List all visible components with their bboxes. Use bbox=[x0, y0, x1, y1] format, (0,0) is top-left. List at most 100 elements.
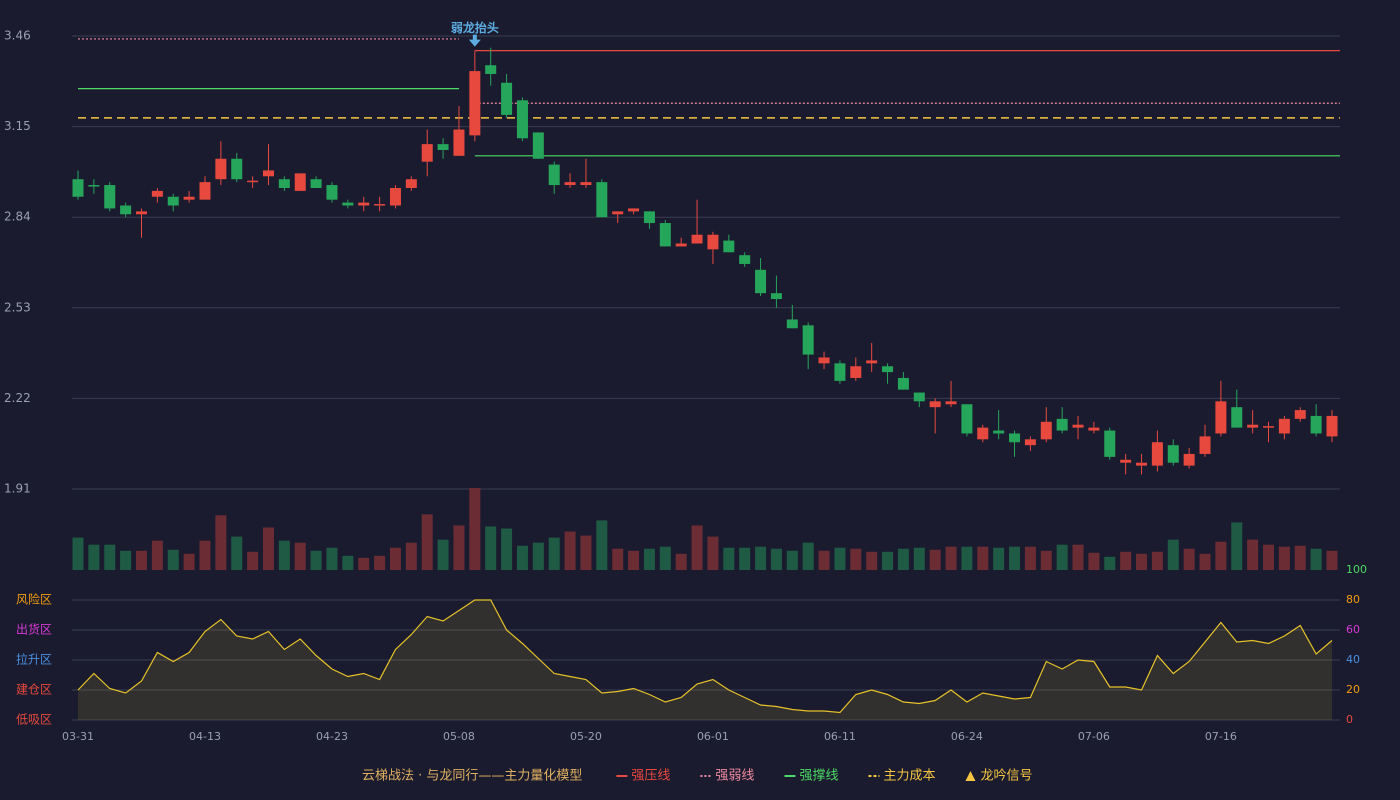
volume-bar bbox=[262, 527, 274, 570]
y2-tick-label: 40 bbox=[1346, 653, 1360, 666]
candle-body bbox=[564, 182, 576, 186]
volume-bar bbox=[516, 545, 528, 570]
legend-title: 云梯战法 · 与龙同行——主力量化模型 bbox=[362, 769, 582, 784]
candle-body bbox=[548, 164, 560, 186]
candle-body bbox=[88, 185, 100, 187]
volume-bar bbox=[1009, 546, 1021, 570]
candle-body bbox=[1247, 424, 1259, 428]
x-tick-label: 03-31 bbox=[62, 730, 94, 743]
volume-bar bbox=[231, 536, 243, 570]
volume-bar bbox=[278, 540, 290, 570]
candle-body bbox=[1009, 433, 1021, 443]
candle-body bbox=[1263, 426, 1275, 428]
candle-body bbox=[1120, 459, 1132, 463]
volume-bar bbox=[374, 555, 386, 570]
candle-body bbox=[310, 179, 322, 188]
candle-body bbox=[1024, 439, 1036, 446]
candle-body bbox=[596, 182, 608, 218]
candle-body bbox=[1326, 415, 1338, 437]
y-tick-label: 2.84 bbox=[4, 210, 31, 224]
volume-bar bbox=[501, 528, 513, 570]
y2-tick-label: 0 bbox=[1346, 713, 1353, 726]
volume-bar bbox=[612, 548, 624, 570]
volume-bar bbox=[215, 515, 227, 570]
candle-body bbox=[532, 132, 544, 159]
candle-body bbox=[675, 243, 687, 247]
candle-body bbox=[501, 82, 513, 115]
volume-bar bbox=[739, 547, 751, 570]
x-tick-label: 04-23 bbox=[316, 730, 348, 743]
candle-body bbox=[1151, 442, 1163, 466]
volume-bar bbox=[485, 526, 497, 570]
volume-bar bbox=[659, 546, 671, 570]
x-tick-label: 07-16 bbox=[1205, 730, 1237, 743]
candle-body bbox=[104, 185, 116, 209]
x-tick-label: 04-13 bbox=[189, 730, 221, 743]
volume-bar bbox=[977, 546, 989, 570]
volume-bar bbox=[1294, 545, 1306, 570]
x-tick-label: 06-11 bbox=[824, 730, 856, 743]
volume-bar bbox=[850, 548, 862, 570]
volume-bar bbox=[961, 546, 973, 570]
volume-bar bbox=[945, 546, 957, 570]
candle-body bbox=[437, 144, 449, 150]
volume-bar bbox=[786, 550, 798, 570]
candle-body bbox=[453, 129, 465, 156]
candle-body bbox=[707, 234, 719, 250]
volume-bar bbox=[1326, 550, 1338, 570]
candle-body bbox=[866, 360, 878, 364]
candle-body bbox=[993, 430, 1005, 434]
candle-body bbox=[961, 404, 973, 434]
volume-bar bbox=[913, 547, 925, 570]
candle-body bbox=[691, 234, 703, 244]
volume-bar bbox=[643, 548, 655, 570]
volume-bar bbox=[596, 520, 608, 570]
volume-bar bbox=[453, 525, 465, 570]
volume-bar bbox=[1120, 551, 1132, 570]
volume-bar bbox=[532, 542, 544, 570]
volume-bar bbox=[1310, 548, 1322, 570]
x-tick-label: 05-20 bbox=[570, 730, 602, 743]
candle-body bbox=[215, 158, 227, 180]
zone-label: 建仓区 bbox=[16, 683, 52, 697]
volume-bar bbox=[135, 550, 147, 570]
volume-bar bbox=[1151, 551, 1163, 570]
candle-body bbox=[469, 71, 481, 136]
candle-body bbox=[643, 211, 655, 224]
volume-bar bbox=[1278, 546, 1290, 570]
volume-bar bbox=[929, 549, 941, 570]
candle-body bbox=[802, 325, 814, 355]
x-tick-label: 06-24 bbox=[951, 730, 983, 743]
legend-label: 强弱线 bbox=[715, 769, 754, 784]
annotation-arrow bbox=[468, 34, 481, 47]
candle-body bbox=[1136, 462, 1148, 466]
candle-body bbox=[135, 211, 147, 215]
volume-bar bbox=[1024, 546, 1036, 570]
candle-body bbox=[612, 211, 624, 215]
volume-bar bbox=[1231, 522, 1243, 570]
y2-tick-label: 80 bbox=[1346, 593, 1360, 606]
legend-swatch bbox=[965, 771, 976, 781]
volume-bar bbox=[866, 551, 878, 570]
volume-bar bbox=[897, 548, 909, 570]
candle-body bbox=[755, 269, 767, 294]
candle-body bbox=[1104, 430, 1116, 457]
candle-body bbox=[151, 190, 163, 197]
volume-bar bbox=[993, 547, 1005, 570]
volume-bar bbox=[1056, 544, 1068, 570]
candle-body bbox=[326, 185, 338, 200]
volume-bar bbox=[1072, 544, 1084, 570]
volume-bar bbox=[1263, 544, 1275, 570]
candle-body bbox=[120, 205, 132, 215]
volume-bar bbox=[818, 550, 830, 570]
candle-body bbox=[1294, 410, 1306, 419]
candle-body bbox=[739, 255, 751, 264]
candle-body bbox=[1056, 418, 1068, 431]
y2-tick-label: 100 bbox=[1346, 563, 1367, 576]
volume-bar bbox=[1247, 539, 1259, 570]
volume-bar bbox=[1104, 556, 1116, 570]
candle-body bbox=[516, 100, 528, 139]
candle-body bbox=[977, 427, 989, 440]
volume-bar bbox=[548, 537, 560, 570]
